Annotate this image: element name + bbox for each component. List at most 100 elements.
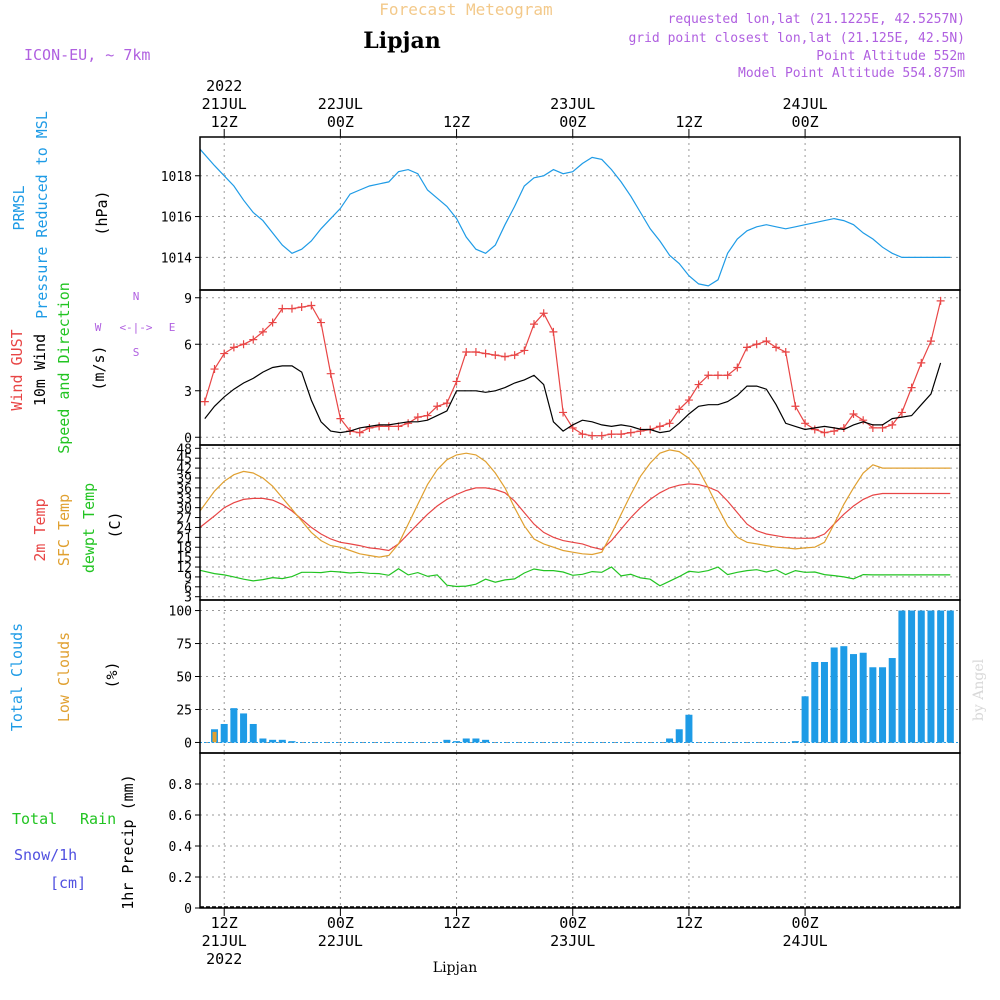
cloud-bar <box>443 739 451 743</box>
cloud-bar <box>259 738 267 743</box>
requested-coords: requested lon,lat (21.1225E, 42.5257N) <box>668 12 965 27</box>
compass-w: W <box>95 321 102 334</box>
gust-marker <box>317 318 326 327</box>
gust-marker <box>801 419 810 428</box>
low-clouds-label: Low Clouds <box>55 632 73 722</box>
cloud-bar <box>850 654 858 743</box>
gust-marker <box>384 422 393 431</box>
hpa-label: (hPa) <box>93 190 111 235</box>
gust-marker <box>597 431 606 440</box>
gust-marker <box>442 399 451 408</box>
gust-marker <box>413 413 422 422</box>
top-axis-label: 2022 <box>206 77 242 95</box>
gust-marker <box>481 349 490 358</box>
cloud-bar <box>840 646 848 743</box>
bottom-axis-label: 21JUL <box>202 932 247 950</box>
ytick-label: 0.8 <box>169 778 192 793</box>
ytick-label: 27 <box>176 512 192 527</box>
station-title: Lipjan <box>363 28 440 54</box>
wind-gust-label: Wind GUST <box>8 329 26 410</box>
gust-marker <box>733 363 742 372</box>
gust-marker <box>278 304 287 313</box>
cloud-bar <box>666 738 674 743</box>
cloud-bar <box>859 652 867 743</box>
gust-marker <box>520 346 529 355</box>
gust-marker <box>617 430 626 439</box>
ytick-label: 1018 <box>161 170 192 185</box>
bottom-axis-label: 22JUL <box>318 932 363 950</box>
top-axis-label: 00Z <box>792 113 819 131</box>
gust-marker <box>375 422 384 431</box>
gust-marker <box>365 423 374 432</box>
ytick-label: 9 <box>184 292 192 307</box>
series-line-10m-wind <box>204 362 942 434</box>
wind-speed-dir-label: Speed and Direction <box>55 282 73 454</box>
gust-marker <box>820 428 829 437</box>
top-axis-label: 12Z <box>211 113 238 131</box>
cloud-bar <box>946 610 954 743</box>
top-axis-label: 00Z <box>327 113 354 131</box>
gust-marker <box>530 320 539 329</box>
cloud-bar <box>220 723 228 743</box>
temp-sfc-label: SFC Temp <box>55 494 73 566</box>
bottom-axis-label: 23JUL <box>550 932 595 950</box>
precip-rain-label: Rain <box>80 810 116 828</box>
ytick-label: 3 <box>184 385 192 400</box>
gust-marker <box>220 349 229 358</box>
gust-marker <box>462 348 471 356</box>
cloud-bar <box>917 610 925 743</box>
top-axis-label: 12Z <box>443 113 470 131</box>
gust-marker <box>471 348 480 356</box>
precip-total-label: Total <box>12 810 57 828</box>
model-altitude: Model Point Altitude 554.875m <box>738 66 965 81</box>
gust-marker <box>752 340 761 349</box>
panel-frame <box>199 752 961 909</box>
gust-marker <box>287 304 296 313</box>
gust-marker <box>500 352 509 361</box>
gust-marker <box>655 422 664 431</box>
series-line-prmsl <box>199 148 951 287</box>
series-line-dewpt-temp <box>199 566 951 588</box>
gust-marker <box>355 428 364 437</box>
side-labels: PRMSL Pressure Reduced to MSL (hPa) Wind… <box>8 111 137 910</box>
gust-marker <box>694 380 703 389</box>
series-line-2m-temp <box>199 483 951 552</box>
gust-marker <box>249 335 258 344</box>
compass-e: E <box>169 321 176 334</box>
cloud-bar <box>869 667 877 743</box>
gust-marker <box>336 414 345 423</box>
cloud-bar <box>685 714 693 743</box>
cloud-bar <box>472 738 480 743</box>
cloud-bar <box>212 731 217 743</box>
cloud-bar <box>820 661 828 743</box>
ytick-label: 39 <box>176 472 192 487</box>
ytick-label: 30 <box>176 502 192 517</box>
gust-marker <box>452 377 461 386</box>
gust-marker <box>791 402 800 411</box>
cloud-bar <box>240 713 248 743</box>
cloud-bar <box>927 610 935 743</box>
clouds-panel: 0 25 50 75 100 <box>169 600 960 753</box>
gust-marker <box>810 425 819 434</box>
ytick-label: 100 <box>169 605 192 620</box>
gust-marker <box>626 428 635 437</box>
ytick-label: 21 <box>176 531 192 546</box>
top-axis-label: 24JUL <box>783 95 828 113</box>
wind-panel: 0 3 6 9 <box>184 290 960 446</box>
grid-point-coords: grid point closest lon,lat (21.125E, 42.… <box>628 31 965 46</box>
ytick-label: 15 <box>176 551 192 566</box>
gust-marker <box>549 327 558 336</box>
ytick-label: 9 <box>184 571 192 586</box>
cloud-bar <box>249 723 257 743</box>
compass-n: N <box>133 290 140 303</box>
gust-marker <box>210 365 219 374</box>
cloud-bar <box>675 729 683 743</box>
top-axis-label: 12Z <box>675 113 702 131</box>
gust-marker <box>404 419 413 428</box>
ytick-label: 50 <box>176 671 192 686</box>
percent-label: (%) <box>103 661 121 688</box>
gust-marker <box>675 405 684 414</box>
gust-marker <box>665 419 674 428</box>
cloud-bar <box>830 647 838 743</box>
